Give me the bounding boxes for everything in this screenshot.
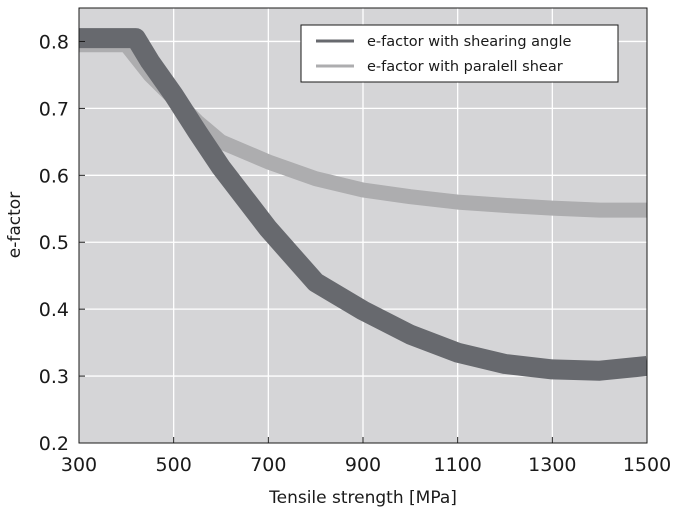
y-tick-label: 0.2	[39, 433, 69, 455]
legend-label-shearing-angle: e-factor with shearing angle	[367, 34, 571, 50]
legend-box	[300, 24, 619, 83]
y-tick-label: 0.6	[39, 165, 69, 187]
x-tick-label: 300	[61, 454, 97, 476]
y-tick-label: 0.4	[39, 299, 69, 321]
y-tick-label: 0.3	[39, 366, 69, 388]
legend: e-factor with shearing angle e-factor wi…	[300, 24, 619, 83]
x-tick-label: 1500	[623, 454, 671, 476]
series-shearing-angle-line	[79, 28, 647, 381]
x-axis-title: Tensile strength [MPa]	[268, 488, 457, 508]
axis-ticks: 300 500 700 900 1100 1300 1500 0.2 0.3 0.4 0.5 0.6 0…	[39, 31, 671, 476]
x-tick-label: 500	[156, 454, 192, 476]
x-tick-label: 1100	[433, 454, 481, 476]
x-tick-label: 1300	[528, 454, 576, 476]
x-tick-label: 700	[250, 454, 286, 476]
y-tick-label: 0.8	[39, 31, 69, 53]
x-tick-label: 900	[345, 454, 381, 476]
y-tick-label: 0.5	[39, 232, 69, 254]
y-axis-title: e-factor	[5, 192, 25, 258]
legend-label-parallel-shear: e-factor with paralell shear	[367, 59, 563, 75]
series-layer	[79, 28, 647, 381]
y-tick-label: 0.7	[39, 98, 69, 120]
